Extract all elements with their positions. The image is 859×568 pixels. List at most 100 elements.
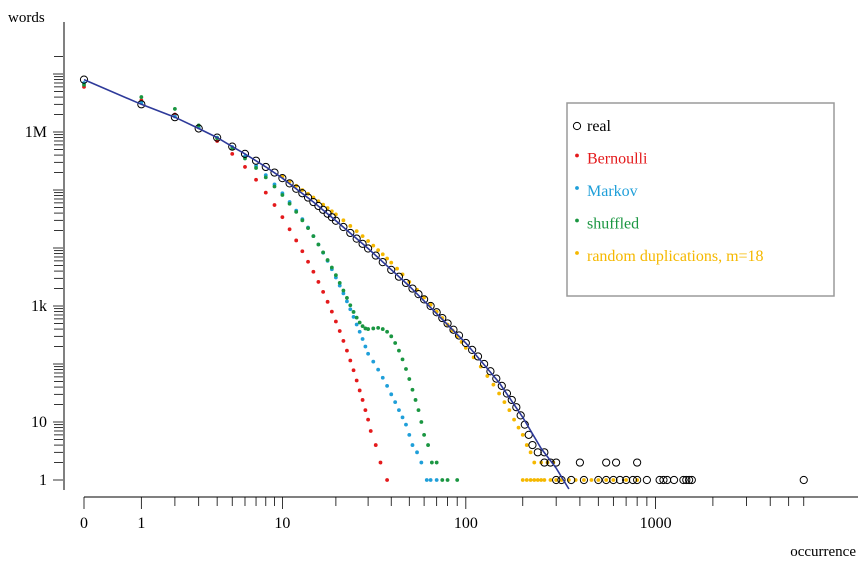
point-real	[579, 475, 589, 485]
point-shuffled	[416, 408, 421, 413]
point-real	[261, 162, 270, 172]
point-shuffled	[345, 295, 349, 300]
series-bernoulli	[82, 84, 389, 482]
point-shuffled	[385, 329, 389, 334]
point-random-duplications-m-18	[548, 478, 553, 482]
point-random-duplications-m-18	[385, 256, 389, 261]
point-bernoulli	[300, 249, 305, 254]
legend-marker-bernoulli	[575, 153, 579, 158]
point-shuffled	[407, 377, 412, 381]
point-shuffled	[440, 478, 445, 482]
point-markov	[360, 337, 365, 341]
y-tick-label: 10	[31, 414, 47, 431]
point-real	[502, 389, 512, 398]
point-shuffled	[263, 175, 268, 180]
point-shuffled	[341, 288, 346, 293]
point-random-duplications-m-18	[554, 478, 559, 482]
point-bernoulli	[385, 478, 389, 482]
point-markov	[357, 329, 362, 334]
point-shuffled	[434, 460, 439, 465]
point-shuffled	[410, 387, 415, 392]
point-real	[278, 174, 287, 183]
point-real	[454, 331, 464, 340]
point-markov	[397, 408, 401, 413]
point-bernoulli	[366, 417, 371, 422]
point-bernoulli	[368, 429, 373, 433]
point-real	[309, 197, 318, 207]
point-real	[669, 475, 679, 485]
point-real	[497, 381, 506, 390]
point-real	[659, 475, 668, 485]
x-tick-label: 1	[137, 515, 145, 532]
point-markov	[434, 478, 439, 482]
point-random-duplications-m-18	[542, 478, 547, 482]
point-real	[615, 475, 625, 485]
point-markov	[410, 443, 415, 447]
x-tick-label: 10	[274, 515, 290, 532]
point-shuffled	[455, 478, 460, 482]
point-shuffled	[393, 341, 398, 345]
point-shuffled	[366, 327, 371, 331]
point-real	[270, 168, 279, 177]
point-markov	[393, 400, 398, 405]
legend-label-bernoulli: Bernoulli	[587, 151, 648, 168]
point-bernoulli	[321, 290, 326, 294]
point-random-duplications-m-18	[535, 478, 540, 482]
point-random-duplications-m-18	[497, 391, 501, 396]
point-real	[528, 440, 537, 450]
point-real	[687, 475, 696, 485]
point-real	[401, 278, 411, 288]
point-bernoulli	[329, 309, 334, 314]
point-markov	[428, 478, 433, 482]
x-axis-label: occurrence	[790, 544, 856, 560]
axes	[63, 22, 858, 498]
point-shuffled	[397, 348, 401, 353]
x-tick-label: 1000	[640, 515, 672, 532]
point-bernoulli	[360, 398, 365, 402]
x-tick-label: 0	[80, 515, 88, 532]
point-shuffled	[351, 310, 356, 314]
point-random-duplications-m-18	[532, 478, 537, 482]
point-random-duplications-m-18	[528, 478, 533, 482]
point-bernoulli	[363, 408, 368, 413]
point-real	[408, 284, 417, 293]
point-bernoulli	[306, 259, 310, 264]
point-real	[540, 448, 549, 457]
point-bernoulli	[263, 190, 268, 195]
point-bernoulli	[333, 319, 338, 324]
point-bernoulli	[341, 339, 346, 343]
point-real	[303, 193, 313, 202]
point-real	[79, 75, 89, 84]
point-random-duplications-m-18	[380, 252, 385, 257]
point-markov	[351, 314, 356, 319]
point-shuffled	[287, 201, 292, 206]
point-shuffled	[316, 242, 321, 247]
point-random-duplications-m-18	[348, 224, 353, 228]
point-bernoulli	[272, 203, 277, 207]
point-markov	[380, 375, 385, 380]
point-shuffled	[139, 95, 144, 99]
point-real	[533, 448, 542, 457]
point-real	[426, 301, 435, 311]
point-markov	[376, 367, 381, 372]
point-shuffled	[354, 315, 359, 320]
point-shuffled	[426, 443, 430, 447]
point-shuffled	[429, 460, 434, 465]
point-real	[685, 475, 694, 485]
point-bernoulli	[351, 368, 356, 373]
point-real	[137, 100, 146, 109]
point-shuffled	[172, 107, 177, 111]
point-bernoulli	[378, 460, 383, 465]
point-shuffled	[300, 218, 305, 223]
legend: real Bernoulli Markov shuffled random duplic…	[566, 102, 835, 297]
point-real	[512, 403, 521, 412]
point-random-duplications-m-18	[341, 218, 346, 223]
point-random-duplications-m-18	[360, 234, 365, 239]
point-real	[358, 239, 367, 248]
series-fit	[83, 78, 570, 490]
point-real	[364, 244, 373, 253]
point-random-duplications-m-18	[532, 460, 537, 465]
point-real	[540, 458, 549, 467]
point-real	[799, 475, 808, 485]
